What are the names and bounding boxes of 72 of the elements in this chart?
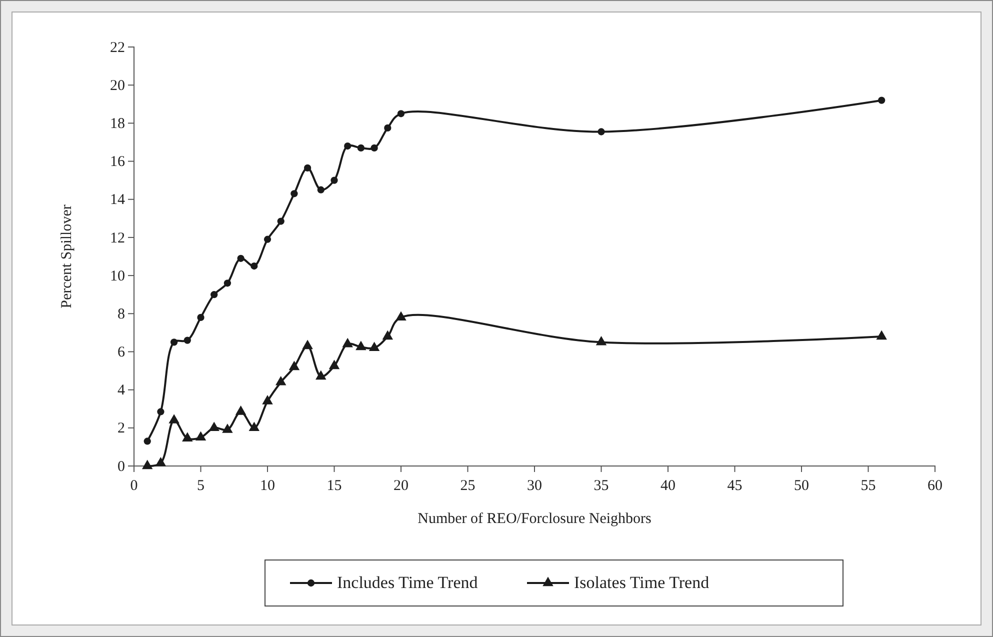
- point: [317, 186, 324, 194]
- point: [237, 254, 244, 262]
- point: [382, 330, 394, 340]
- point: [356, 340, 366, 350]
- point: [168, 414, 180, 424]
- point: [182, 432, 193, 442]
- point: [184, 336, 191, 344]
- point: [208, 422, 220, 432]
- legend-label: Includes Time Trend: [337, 573, 478, 592]
- y-tick-label: 12: [110, 230, 125, 246]
- point: [248, 422, 260, 432]
- point: [328, 360, 340, 370]
- point: [357, 144, 365, 152]
- y-tick-label: 16: [110, 154, 126, 170]
- x-tick-label: 0: [130, 478, 138, 494]
- point: [368, 342, 380, 352]
- x-tick-label: 20: [394, 478, 408, 494]
- point: [330, 176, 338, 184]
- point: [878, 96, 886, 104]
- point: [155, 456, 166, 466]
- y-tick-label: 20: [110, 78, 125, 94]
- y-tick-label: 14: [110, 192, 126, 208]
- point: [342, 338, 353, 348]
- y-tick-label: 18: [110, 116, 125, 132]
- point: [224, 280, 232, 287]
- y-tick-label: 0: [118, 458, 125, 475]
- point: [235, 406, 246, 415]
- point: [396, 311, 406, 321]
- x-tick-label: 25: [460, 478, 476, 494]
- x-axis-title: Number of REO/Forclosure Neighbors: [418, 511, 652, 527]
- point: [264, 236, 272, 243]
- point: [304, 164, 312, 172]
- x-tick-label: 60: [928, 478, 942, 494]
- y-tick-label: 8: [118, 306, 125, 322]
- legend-label: Isolates Time Trend: [574, 573, 710, 592]
- point: [598, 128, 605, 136]
- point: [195, 431, 206, 441]
- point: [157, 408, 164, 416]
- point: [250, 262, 258, 270]
- y-tick-label: 22: [110, 40, 125, 56]
- point: [288, 360, 300, 370]
- point: [170, 338, 178, 346]
- x-tick-label: 40: [660, 478, 676, 494]
- point: [384, 124, 392, 132]
- point: [596, 336, 607, 346]
- point: [222, 424, 233, 433]
- x-tick-label: 10: [260, 478, 275, 494]
- point: [277, 218, 284, 225]
- point: [302, 340, 313, 350]
- point: [210, 291, 218, 298]
- point: [397, 110, 405, 118]
- x-tick-label: 45: [727, 478, 742, 494]
- x-tick-label: 35: [594, 478, 609, 494]
- point: [142, 460, 153, 470]
- x-tick-label: 15: [326, 478, 342, 494]
- x-tick-label: 30: [527, 478, 542, 494]
- y-tick-label: 10: [110, 268, 125, 284]
- point: [370, 144, 378, 152]
- y-tick-label: 6: [118, 344, 126, 361]
- point: [344, 142, 352, 150]
- point: [197, 314, 204, 322]
- point: [275, 376, 286, 386]
- point: [876, 330, 887, 340]
- x-tick-label: 5: [197, 478, 204, 494]
- x-tick-label: 50: [794, 478, 809, 494]
- point: [316, 370, 326, 380]
- point: [262, 395, 273, 404]
- y-tick-label: 4: [118, 382, 126, 399]
- y-tick-label: 2: [118, 420, 125, 437]
- x-tick-label: 55: [860, 478, 876, 494]
- y-axis-title: Percent Spillover: [59, 204, 75, 308]
- point: [290, 190, 298, 198]
